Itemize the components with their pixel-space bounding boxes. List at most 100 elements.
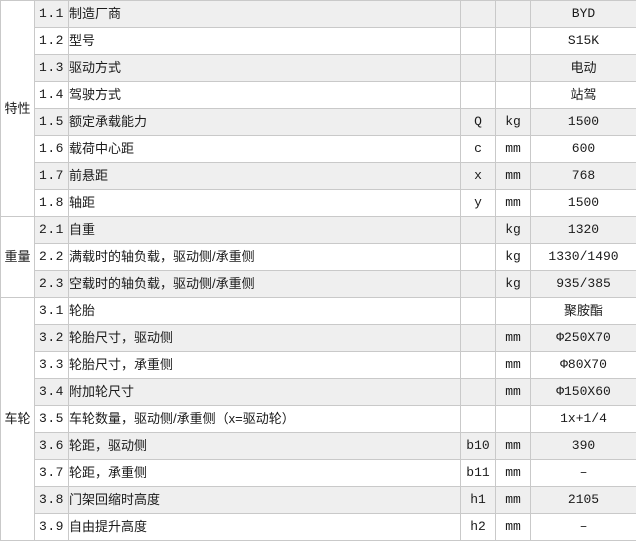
row-unit bbox=[496, 82, 531, 109]
row-value: 2105 bbox=[531, 487, 636, 514]
row-description: 型号 bbox=[69, 28, 461, 55]
row-value: 聚胺酯 bbox=[531, 298, 636, 325]
row-number: 3.1 bbox=[35, 298, 69, 325]
row-number: 3.6 bbox=[35, 433, 69, 460]
row-description: 门架回缩时高度 bbox=[69, 487, 461, 514]
row-value: 1500 bbox=[531, 109, 636, 136]
row-unit: kg bbox=[496, 217, 531, 244]
row-unit: kg bbox=[496, 244, 531, 271]
row-symbol: x bbox=[461, 163, 496, 190]
row-symbol bbox=[461, 244, 496, 271]
row-value: 390 bbox=[531, 433, 636, 460]
row-symbol: b11 bbox=[461, 460, 496, 487]
row-unit: kg bbox=[496, 271, 531, 298]
row-description: 空载时的轴负载，驱动侧/承重侧 bbox=[69, 271, 461, 298]
row-number: 2.1 bbox=[35, 217, 69, 244]
row-symbol: h2 bbox=[461, 514, 496, 541]
row-symbol: b10 bbox=[461, 433, 496, 460]
row-number: 3.4 bbox=[35, 379, 69, 406]
row-symbol: y bbox=[461, 190, 496, 217]
row-number: 3.9 bbox=[35, 514, 69, 541]
row-number: 3.7 bbox=[35, 460, 69, 487]
row-symbol bbox=[461, 406, 496, 433]
row-value: 站驾 bbox=[531, 82, 636, 109]
row-unit: mm bbox=[496, 163, 531, 190]
row-value: 电动 bbox=[531, 55, 636, 82]
category-label: 重量 bbox=[1, 217, 35, 298]
row-value: 768 bbox=[531, 163, 636, 190]
row-unit bbox=[496, 55, 531, 82]
category-label: 车轮 bbox=[1, 298, 35, 541]
row-value: 1330/1490 bbox=[531, 244, 636, 271]
row-description: 载荷中心距 bbox=[69, 136, 461, 163]
row-description: 驱动方式 bbox=[69, 55, 461, 82]
row-unit: mm bbox=[496, 136, 531, 163]
row-description: 车轮数量，驱动侧/承重侧（x=驱动轮） bbox=[69, 406, 461, 433]
row-value: 600 bbox=[531, 136, 636, 163]
row-number: 2.2 bbox=[35, 244, 69, 271]
row-unit bbox=[496, 298, 531, 325]
row-symbol: h1 bbox=[461, 487, 496, 514]
row-number: 3.5 bbox=[35, 406, 69, 433]
row-symbol: c bbox=[461, 136, 496, 163]
row-symbol bbox=[461, 28, 496, 55]
row-number: 1.1 bbox=[35, 1, 69, 28]
row-symbol bbox=[461, 352, 496, 379]
row-symbol bbox=[461, 325, 496, 352]
row-symbol: Q bbox=[461, 109, 496, 136]
row-number: 2.3 bbox=[35, 271, 69, 298]
row-unit: kg bbox=[496, 109, 531, 136]
row-unit: mm bbox=[496, 352, 531, 379]
row-description: 满载时的轴负载，驱动侧/承重侧 bbox=[69, 244, 461, 271]
row-value: Φ80X70 bbox=[531, 352, 636, 379]
row-number: 1.6 bbox=[35, 136, 69, 163]
row-symbol bbox=[461, 271, 496, 298]
row-value: 1x+1/4 bbox=[531, 406, 636, 433]
row-number: 3.8 bbox=[35, 487, 69, 514]
row-number: 3.3 bbox=[35, 352, 69, 379]
row-description: 轮距，承重侧 bbox=[69, 460, 461, 487]
row-description: 驾驶方式 bbox=[69, 82, 461, 109]
row-value: 1500 bbox=[531, 190, 636, 217]
row-value: – bbox=[531, 460, 636, 487]
row-symbol bbox=[461, 217, 496, 244]
row-value: 1320 bbox=[531, 217, 636, 244]
row-description: 制造厂商 bbox=[69, 1, 461, 28]
row-value: – bbox=[531, 514, 636, 541]
row-unit: mm bbox=[496, 460, 531, 487]
row-description: 额定承载能力 bbox=[69, 109, 461, 136]
row-number: 1.2 bbox=[35, 28, 69, 55]
row-number: 1.7 bbox=[35, 163, 69, 190]
row-symbol bbox=[461, 82, 496, 109]
row-value: BYD bbox=[531, 1, 636, 28]
row-description: 轮胎尺寸，驱动侧 bbox=[69, 325, 461, 352]
row-description: 自由提升高度 bbox=[69, 514, 461, 541]
row-unit bbox=[496, 406, 531, 433]
row-unit bbox=[496, 28, 531, 55]
row-description: 轮胎 bbox=[69, 298, 461, 325]
row-symbol bbox=[461, 379, 496, 406]
row-number: 3.2 bbox=[35, 325, 69, 352]
row-unit: mm bbox=[496, 325, 531, 352]
row-symbol bbox=[461, 55, 496, 82]
row-unit: mm bbox=[496, 514, 531, 541]
row-number: 1.3 bbox=[35, 55, 69, 82]
row-value: 935/385 bbox=[531, 271, 636, 298]
row-symbol bbox=[461, 1, 496, 28]
